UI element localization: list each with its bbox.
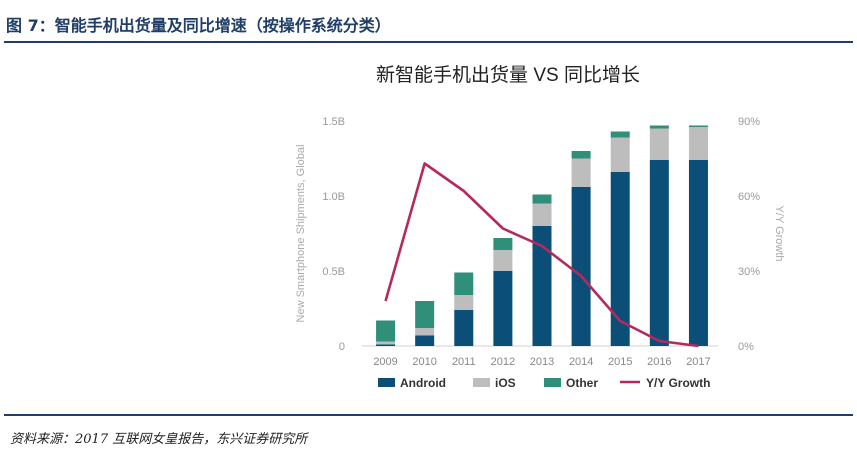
chart-title: 新智能手机出货量 VS 同比增长 xyxy=(376,64,640,86)
bar-ios xyxy=(532,203,552,226)
source-note: 资料来源：2017 互联网女皇报告，东兴证券研究所 xyxy=(10,432,308,447)
legend-label: Other xyxy=(566,376,598,390)
bar-other xyxy=(688,125,708,127)
bar-ios xyxy=(610,137,630,172)
bar-android xyxy=(532,226,552,346)
bar-other xyxy=(493,238,513,250)
bar-android xyxy=(610,172,630,346)
chart: 新智能手机出货量 VS 同比增长 New Smartphone Shipment… xyxy=(268,48,804,400)
x-tick-label: 2016 xyxy=(647,356,671,368)
y-tick-label: 1.5B xyxy=(322,116,345,128)
y2-tick-label: 30% xyxy=(738,266,760,278)
y2-axis-label: Y/Y Growth xyxy=(773,205,785,261)
y2-tick-label: 90% xyxy=(738,116,760,128)
bar-other xyxy=(454,272,474,295)
x-tick-label: 2017 xyxy=(686,356,710,368)
legend-label: iOS xyxy=(495,376,516,390)
x-tick-label: 2014 xyxy=(569,356,593,368)
bar-ios xyxy=(454,295,474,310)
growth-line-group xyxy=(384,162,699,348)
y-axis-label: New Smartphone Shipments, Global xyxy=(295,145,307,323)
bar-other xyxy=(532,194,552,204)
legend-swatch xyxy=(544,378,561,387)
bar-other xyxy=(610,131,630,138)
y-tick-label: 0.5B xyxy=(322,266,345,278)
bar-ios xyxy=(493,250,513,271)
y2-tick-label: 0% xyxy=(738,341,754,353)
legend-swatch xyxy=(473,378,490,387)
bar-ios xyxy=(688,127,708,160)
legend-label: Android xyxy=(400,376,446,390)
header-rule xyxy=(4,41,853,43)
chart-svg: 新智能手机出货量 VS 同比增长 New Smartphone Shipment… xyxy=(295,64,785,390)
bar-ios xyxy=(415,328,435,336)
x-tick-label: 2013 xyxy=(530,356,554,368)
y-tick-label: 1.0B xyxy=(322,191,345,203)
bar-ios xyxy=(571,158,591,187)
x-tick-label: 2012 xyxy=(491,356,515,368)
axes: 0 0.5B 1.0B 1.5B 0% 30% 60% 90% 2009 2010 2011 2012… xyxy=(322,116,760,368)
bar-android xyxy=(376,344,396,346)
bar-android xyxy=(493,271,513,346)
bar-other xyxy=(415,301,435,328)
legend-label: Y/Y Growth xyxy=(646,376,710,390)
bar-android xyxy=(454,310,474,346)
bar-android xyxy=(688,160,708,346)
bar-other xyxy=(649,125,669,129)
footer-rule xyxy=(4,414,853,416)
bars xyxy=(376,125,708,346)
x-tick-label: 2011 xyxy=(452,356,476,368)
legend-swatch xyxy=(378,378,395,387)
bar-other xyxy=(376,320,396,342)
x-tick-label: 2010 xyxy=(412,356,436,368)
legend: Android iOS Other Y/Y Growth xyxy=(378,376,710,390)
bar-ios xyxy=(649,128,669,160)
x-tick-label: 2009 xyxy=(373,356,397,368)
bar-ios xyxy=(376,341,396,345)
y-tick-label: 0 xyxy=(339,341,345,353)
bar-other xyxy=(571,151,591,159)
x-tick-label: 2015 xyxy=(608,356,632,368)
bar-android xyxy=(571,187,591,346)
figure-title: 图 7：智能手机出货量及同比增速（按操作系统分类） xyxy=(6,16,391,35)
bar-android xyxy=(649,160,669,346)
y2-tick-label: 60% xyxy=(738,191,760,203)
bar-android xyxy=(415,335,435,346)
